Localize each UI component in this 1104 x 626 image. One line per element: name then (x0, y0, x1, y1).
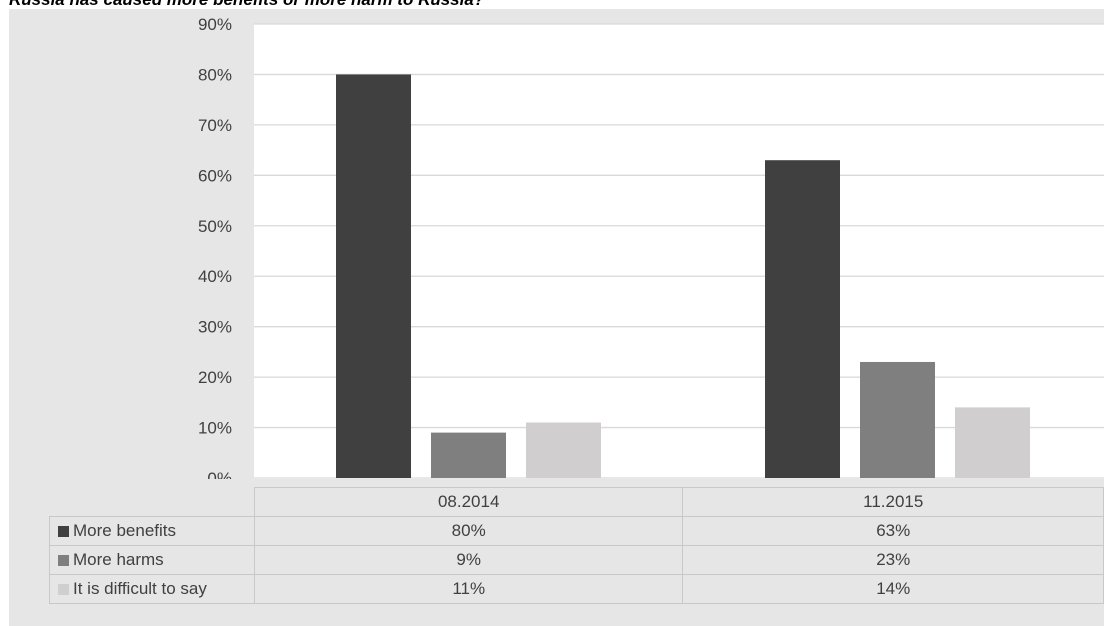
y-tick-label: 80% (198, 65, 232, 84)
legend-item-difficult-to-say: It is difficult to say (49, 574, 255, 604)
y-tick-label: 10% (198, 419, 232, 438)
y-tick-label: 0% (207, 469, 232, 479)
table-cell: 63% (682, 516, 1104, 546)
category-label: 08.2014 (253, 487, 684, 517)
series-label: More harms (73, 550, 164, 569)
y-tick-label: 30% (198, 318, 232, 337)
table-cell: 80% (253, 516, 684, 546)
y-axis-ticks: 0% 10% 20% 30% 40% 50% 60% 70% 80% 90% (198, 15, 232, 479)
table-cell: 11% (253, 574, 684, 604)
bars (336, 74, 1030, 478)
table-cell: 14% (682, 574, 1104, 604)
legend-swatch (58, 584, 69, 595)
table-cell: 9% (253, 545, 684, 575)
chart-title: Russia has caused more benefits or more … (9, 0, 1099, 11)
bar-more-harms-11-2015 (860, 361, 935, 478)
y-tick-label: 20% (198, 368, 232, 387)
y-tick-label: 90% (198, 15, 232, 34)
legend-item-more-harms: More harms (49, 545, 255, 575)
table-corner (50, 488, 255, 517)
bar-it-is-difficult-to-say-11-2015 (955, 407, 1030, 478)
table-row: More benefits 80% 63% (49, 516, 1104, 546)
category-label: 11.2015 (682, 487, 1104, 517)
y-tick-label: 40% (198, 267, 232, 286)
bar-it-is-difficult-to-say-08-2014 (526, 422, 601, 478)
table-row: It is difficult to say 11% 14% (49, 574, 1104, 604)
bar-more-harms-08-2014 (431, 432, 506, 478)
series-label: More benefits (73, 521, 176, 540)
series-label: It is difficult to say (73, 579, 207, 598)
legend-item-more-benefits: More benefits (49, 516, 255, 546)
bar-more-benefits-11-2015 (765, 160, 840, 478)
y-tick-label: 60% (198, 166, 232, 185)
chart-panel: 0% 10% 20% 30% 40% 50% 60% 70% 80% 90% 08.2014 11… (9, 9, 1104, 626)
table-cell: 23% (682, 545, 1104, 575)
legend-swatch (58, 526, 69, 537)
y-tick-label: 50% (198, 217, 232, 236)
chart-plot: 0% 10% 20% 30% 40% 50% 60% 70% 80% 90% (198, 15, 1104, 479)
y-tick-label: 70% (198, 116, 232, 135)
bar-more-benefits-08-2014 (336, 74, 411, 478)
data-table: 08.2014 11.2015 More benefits 80% 63% Mo… (49, 487, 1104, 604)
table-header-row: 08.2014 11.2015 (50, 487, 1104, 517)
legend-swatch (58, 555, 69, 566)
table-row: More harms 9% 23% (49, 545, 1104, 575)
